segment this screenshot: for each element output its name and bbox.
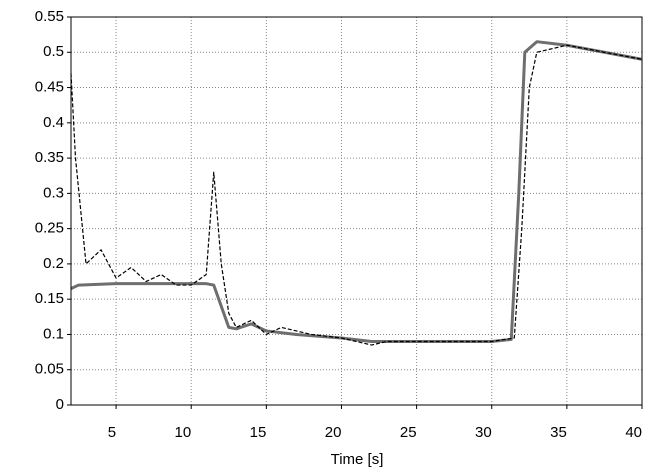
x-tick-label: 15 — [250, 424, 267, 441]
x-axis-label: Time [s] — [331, 451, 384, 468]
y-tick-label: 0.2 — [43, 255, 64, 272]
y-tick-label: 0.1 — [43, 325, 64, 342]
x-tick-label: 35 — [550, 424, 567, 441]
y-tick-label: 0.15 — [35, 290, 64, 307]
y-tick-label: 0.05 — [35, 361, 64, 378]
y-tick-label: 0.55 — [35, 8, 64, 25]
y-tick-label: 0.4 — [43, 114, 64, 131]
y-tick-label: 0.35 — [35, 149, 64, 166]
plot-area — [71, 17, 642, 405]
x-tick-label: 10 — [175, 424, 192, 441]
y-tick-label: 0.45 — [35, 79, 64, 96]
series-line — [70, 44, 643, 346]
y-tick-label: 0.3 — [43, 184, 64, 201]
series-line — [70, 40, 643, 344]
y-tick-label: 0.5 — [43, 43, 64, 60]
x-tick-label: 25 — [400, 424, 417, 441]
x-tick-label: 20 — [325, 424, 342, 441]
plot-frame — [70, 16, 643, 406]
y-tick-label: 0.25 — [35, 220, 64, 237]
x-tick-label: 5 — [108, 424, 116, 441]
x-tick-label: 30 — [475, 424, 492, 441]
y-tick-label: 0 — [56, 396, 64, 413]
x-tick-label: 40 — [625, 424, 642, 441]
